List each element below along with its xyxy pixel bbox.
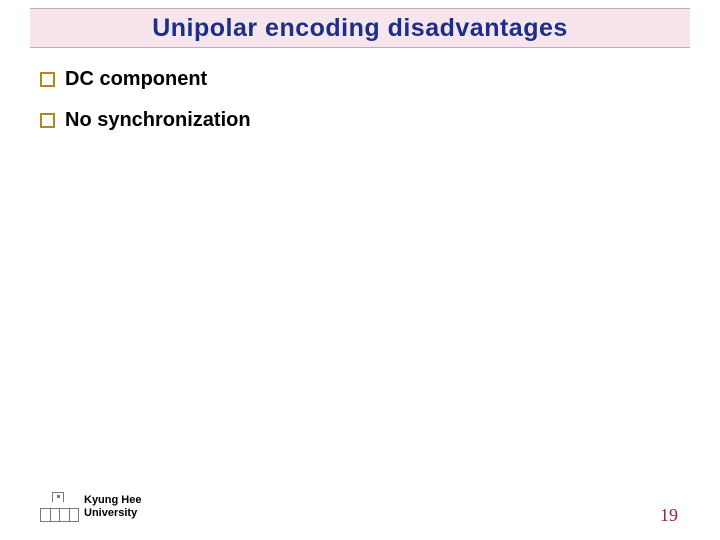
bullet-list: DC component No synchronization [40, 68, 251, 150]
title-bar: Unipolar encoding disadvantages [30, 8, 690, 48]
square-bullet-icon [40, 113, 55, 128]
bullet-text: DC component [65, 68, 207, 91]
square-bullet-icon [40, 72, 55, 87]
page-number: 19 [660, 505, 678, 526]
footer: Kyung Hee University [40, 492, 141, 522]
university-logo-icon [40, 492, 78, 522]
university-name: Kyung Hee University [84, 494, 141, 519]
list-item: DC component [40, 68, 251, 91]
bullet-text: No synchronization [65, 109, 251, 132]
university-line1: Kyung Hee [84, 494, 141, 507]
list-item: No synchronization [40, 109, 251, 132]
university-line2: University [84, 507, 141, 520]
slide-title: Unipolar encoding disadvantages [152, 14, 568, 43]
